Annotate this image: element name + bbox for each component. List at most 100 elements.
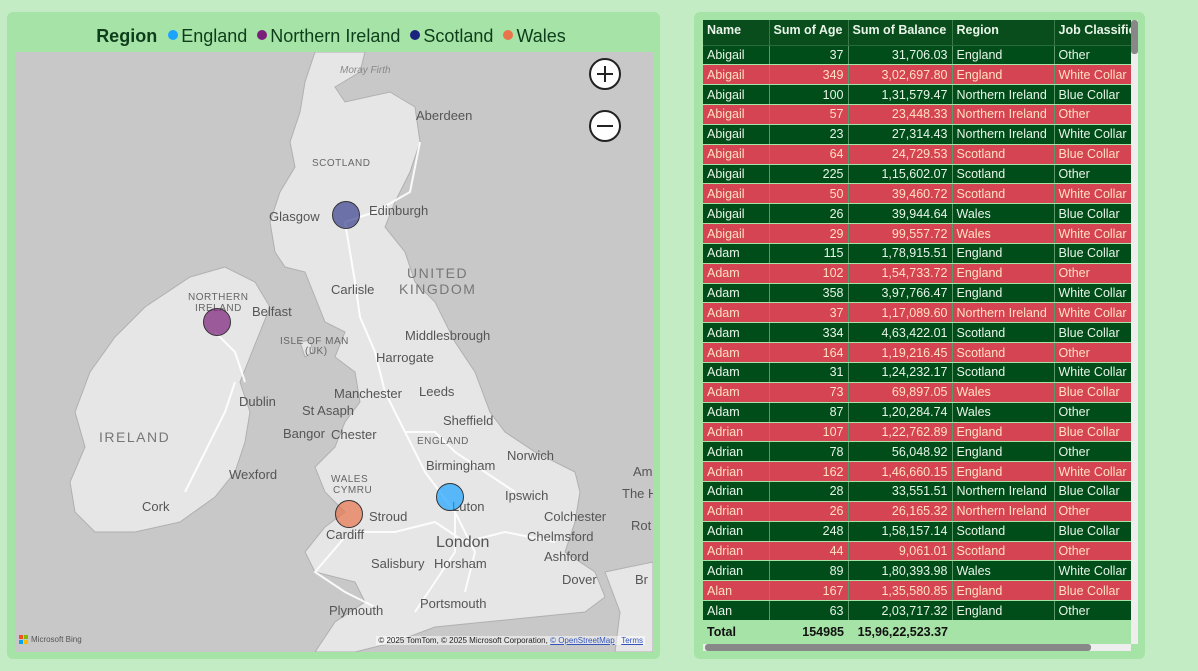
table-row[interactable]: Adrian 248 1,58,157.14 Scotland Blue Collar — [703, 521, 1131, 542]
table-row[interactable]: Adrian 162 1,46,660.15 England White Collar — [703, 461, 1131, 483]
table-row[interactable]: Adrian 89 1,80,393.98 Wales White Collar — [703, 560, 1131, 582]
map-label-am: Am — [633, 464, 653, 479]
zoom-in-button[interactable] — [589, 58, 621, 90]
table-row[interactable]: Abigail 349 3,02,697.80 England White Collar — [703, 64, 1131, 86]
cell-name: Abigail — [703, 183, 770, 205]
bing-logo: Microsoft Bing — [19, 635, 82, 644]
cell-name: Adam — [703, 402, 770, 423]
cell-job-classification: Blue Collar — [1054, 144, 1131, 165]
table-row[interactable]: Alan 167 1,35,580.85 England Blue Collar — [703, 580, 1131, 602]
legend-item-scotland[interactable]: Scotland — [410, 26, 493, 46]
table-row[interactable]: Abigail 29 99,557.72 Wales White Collar — [703, 223, 1131, 244]
vertical-scrollbar-thumb[interactable] — [1131, 20, 1138, 54]
table-row[interactable]: Abigail 50 39,460.72 Scotland White Collar — [703, 183, 1131, 205]
osm-link[interactable]: © OpenStreetMap — [550, 636, 615, 645]
cell-region: Scotland — [952, 362, 1055, 383]
table-row[interactable]: Adrian 44 9,061.01 Scotland Other — [703, 541, 1131, 562]
legend-item-wales[interactable]: Wales — [503, 26, 566, 46]
table-row[interactable]: Abigail 37 31,706.03 England Other — [703, 45, 1131, 66]
table-row[interactable]: Adam 164 1,19,216.45 Scotland Other — [703, 342, 1131, 363]
table-row[interactable]: Adrian 28 33,551.51 Northern Ireland Blue Co… — [703, 481, 1131, 502]
bubble-scotland[interactable] — [332, 201, 360, 229]
cell-job-classification: Blue Collar — [1054, 580, 1131, 602]
cell-sum-of-age: 107 — [769, 422, 849, 443]
cell-sum-of-age: 64 — [769, 144, 849, 165]
cell-name: Adam — [703, 362, 770, 383]
cell-sum-of-balance: 2,03,717.32 — [848, 600, 953, 621]
table-row[interactable]: Abigail 225 1,15,602.07 Scotland Other — [703, 164, 1131, 185]
table-row[interactable]: Abigail 23 27,314.43 Northern Ireland White … — [703, 124, 1131, 145]
column-header-region[interactable]: Region — [952, 20, 1055, 46]
legend-item-northern-ireland[interactable]: Northern Ireland — [257, 26, 400, 46]
table-row[interactable]: Adam 334 4,63,422.01 Scotland Blue Collar — [703, 322, 1131, 344]
map-label-england: ENGLAND — [417, 436, 469, 447]
bubble-wales[interactable] — [335, 500, 363, 528]
cell-sum-of-age: 164 — [769, 342, 849, 363]
map-label-dover: Dover — [562, 572, 597, 587]
legend-item-england[interactable]: England — [168, 26, 247, 46]
terms-link[interactable]: Terms — [621, 636, 643, 645]
minus-icon — [597, 125, 613, 127]
cell-job-classification: Other — [1054, 402, 1131, 423]
table-scroll-area[interactable]: Name Sum of Age Sum of Balance Region Jo… — [703, 20, 1131, 642]
map-canvas[interactable]: Moray Firth Aberdeen SCOTLAND Glasgow Ed… — [15, 52, 653, 652]
column-header-job-classification[interactable]: Job Classification — [1054, 20, 1131, 46]
cell-region: England — [952, 600, 1055, 621]
map-visual: Region England Northern Ireland Scotland… — [7, 12, 660, 659]
cell-sum-of-age: 28 — [769, 481, 849, 502]
cell-job-classification: Blue Collar — [1054, 521, 1131, 542]
table-row[interactable]: Adam 31 1,24,232.17 Scotland White Collar — [703, 362, 1131, 383]
map-label-wales: WALES — [331, 474, 369, 485]
zoom-out-button[interactable] — [589, 110, 621, 142]
bubble-northern-ireland[interactable] — [203, 308, 231, 336]
table-row[interactable]: Adam 115 1,78,915.51 England Blue Collar — [703, 243, 1131, 264]
map-label-portsmouth: Portsmouth — [420, 596, 487, 611]
cell-region: England — [952, 461, 1055, 483]
table-row[interactable]: Adam 87 1,20,284.74 Wales Other — [703, 402, 1131, 423]
cell-region: Northern Ireland — [952, 481, 1055, 502]
map-label-chelmsford: Chelmsford — [527, 529, 594, 544]
table-row[interactable]: Adrian 78 56,048.92 England Other — [703, 441, 1131, 463]
column-header-name[interactable]: Name — [703, 20, 770, 46]
map-label-br: Br — [635, 572, 648, 587]
table-row[interactable]: Adrian 26 26,165.32 Northern Ireland Other — [703, 501, 1131, 522]
cell-sum-of-age: 78 — [769, 441, 849, 463]
table-row[interactable]: Abigail 26 39,944.64 Wales Blue Collar — [703, 203, 1131, 225]
legend-title: Region — [96, 26, 158, 46]
column-header-sum-of-age[interactable]: Sum of Age — [769, 20, 849, 46]
table-row[interactable]: Adam 73 69,897.05 Wales Blue Collar — [703, 382, 1131, 403]
cell-job-classification: Blue Collar — [1054, 203, 1131, 225]
total-age: 154985 — [769, 620, 848, 642]
table-row[interactable]: Adam 37 1,17,089.60 Northern Ireland White C… — [703, 302, 1131, 324]
table-row[interactable]: Abigail 57 23,448.33 Northern Ireland Other — [703, 104, 1131, 125]
cell-job-classification: Blue Collar — [1054, 422, 1131, 443]
cell-sum-of-balance: 1,15,602.07 — [848, 164, 953, 185]
map-label-scotland: SCOTLAND — [312, 158, 371, 169]
cell-sum-of-age: 63 — [769, 600, 849, 621]
table-row[interactable]: Adrian 107 1,22,762.89 England Blue Collar — [703, 422, 1131, 443]
table-row[interactable]: Adam 358 3,97,766.47 England White Collar — [703, 283, 1131, 304]
legend-label: Wales — [516, 26, 566, 46]
legend-label: Scotland — [423, 26, 494, 46]
table-header-row: Name Sum of Age Sum of Balance Region Jo… — [703, 20, 1131, 46]
horizontal-scrollbar[interactable] — [703, 644, 1131, 651]
cell-job-classification: Other — [1054, 45, 1131, 66]
cell-name: Adrian — [703, 541, 770, 562]
cell-region: Scotland — [952, 144, 1055, 165]
table-row[interactable]: Abigail 64 24,729.53 Scotland Blue Collar — [703, 144, 1131, 165]
cell-name: Adrian — [703, 560, 770, 582]
table-row[interactable]: Adam 102 1,54,733.72 England Other — [703, 263, 1131, 284]
cell-name: Abigail — [703, 84, 770, 106]
column-header-sum-of-balance[interactable]: Sum of Balance — [848, 20, 953, 46]
table-row[interactable]: Alan 63 2,03,717.32 England Other — [703, 600, 1131, 621]
vertical-scrollbar[interactable] — [1131, 20, 1138, 644]
bubble-england[interactable] — [436, 483, 464, 511]
cell-region: Northern Ireland — [952, 84, 1055, 106]
table-row[interactable]: Abigail 100 1,31,579.47 Northern Ireland Blu… — [703, 84, 1131, 106]
horizontal-scrollbar-thumb[interactable] — [705, 644, 1091, 651]
cell-region: Scotland — [952, 541, 1055, 562]
cell-sum-of-age: 358 — [769, 283, 849, 304]
cell-name: Adam — [703, 382, 770, 403]
cell-name: Adrian — [703, 481, 770, 502]
map-label-belfast: Belfast — [252, 304, 292, 319]
